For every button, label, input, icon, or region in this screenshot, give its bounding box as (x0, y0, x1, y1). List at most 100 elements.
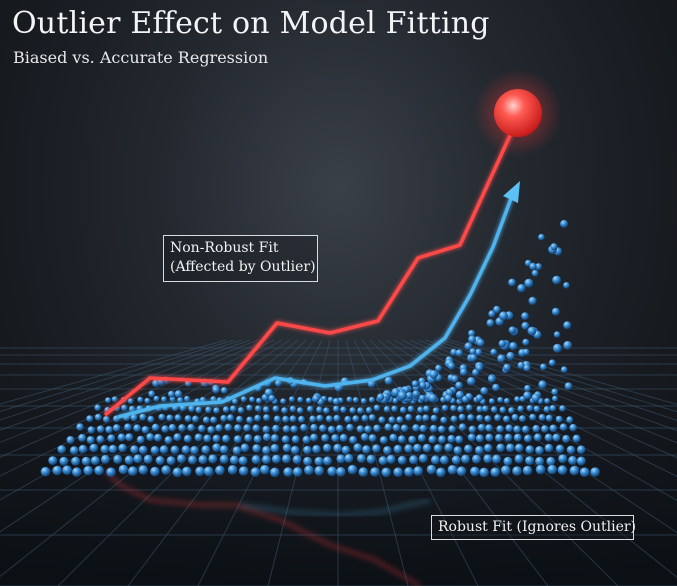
data-point (368, 414, 376, 422)
data-point (451, 375, 459, 383)
data-point (161, 465, 171, 475)
data-point (544, 443, 554, 453)
data-point (153, 395, 160, 402)
data-point (238, 466, 249, 476)
data-point (136, 435, 145, 444)
data-point (173, 433, 182, 442)
non-robust-callout-line1: Non-Robust Fit (170, 240, 279, 256)
data-point (336, 454, 346, 464)
data-point (260, 464, 270, 475)
data-point (105, 425, 113, 434)
data-point (419, 424, 428, 433)
data-point (212, 386, 220, 394)
data-point (336, 424, 344, 433)
data-point (408, 435, 417, 444)
data-point (333, 443, 342, 453)
data-point (386, 454, 396, 464)
perspective-grid (0, 339, 677, 586)
data-point (300, 423, 308, 432)
data-point (533, 405, 541, 413)
data-point (297, 396, 304, 403)
data-point (389, 433, 398, 442)
data-point (271, 454, 281, 464)
data-point (233, 435, 242, 444)
robust-fit-arrowhead-icon (503, 181, 520, 203)
grid-line (401, 339, 677, 477)
data-point (256, 397, 262, 404)
data-point (272, 424, 280, 433)
data-point (282, 425, 291, 433)
data-point (203, 434, 212, 443)
data-point (237, 407, 245, 414)
data-point (529, 262, 537, 271)
data-point (475, 394, 483, 402)
data-point (168, 423, 177, 432)
grid-line (433, 339, 677, 421)
data-point (172, 467, 183, 478)
data-point (498, 339, 506, 348)
data-point (543, 406, 551, 413)
data-point (76, 423, 84, 431)
data-point (118, 464, 129, 475)
data-point (461, 395, 469, 403)
data-point (340, 406, 347, 414)
data-point (238, 456, 248, 466)
data-point (422, 414, 430, 422)
data-point (240, 443, 250, 453)
data-point (187, 423, 195, 432)
data-point (229, 455, 239, 465)
data-point (480, 387, 489, 395)
data-point (40, 466, 51, 477)
data-point (468, 329, 476, 337)
grid-line (449, 339, 677, 405)
data-point (383, 406, 391, 413)
data-point (316, 414, 324, 422)
data-point (409, 455, 419, 465)
data-point (167, 390, 175, 398)
data-point (362, 445, 371, 454)
data-point (124, 423, 132, 432)
data-point (538, 414, 546, 421)
data-point (331, 434, 340, 443)
data-point (346, 396, 353, 403)
data-point (517, 284, 526, 293)
data-point (525, 456, 535, 466)
data-point (400, 424, 409, 433)
data-point (412, 390, 420, 398)
data-point (444, 394, 452, 402)
data-point (138, 465, 148, 475)
data-point (270, 443, 280, 453)
data-point (497, 354, 506, 363)
data-point (413, 466, 424, 476)
data-point (393, 467, 403, 478)
data-point (143, 454, 153, 464)
data-point (312, 444, 321, 454)
data-point (344, 415, 352, 423)
data-point (205, 406, 212, 414)
data-point (166, 414, 174, 422)
data-point (254, 414, 262, 422)
data-point (450, 404, 457, 412)
data-point (108, 444, 118, 454)
data-point (96, 425, 105, 434)
data-point (458, 423, 467, 432)
data-point (379, 436, 388, 445)
data-point (128, 405, 136, 413)
data-point (566, 416, 574, 424)
grid-line (409, 339, 677, 459)
non-robust-callout: Non-Robust Fit (Affected by Outlier) (163, 235, 318, 282)
data-point (499, 406, 507, 414)
data-point (59, 456, 69, 466)
data-point (472, 454, 481, 464)
data-point (555, 415, 563, 423)
data-point (381, 467, 392, 478)
data-point (332, 405, 340, 413)
data-point (566, 445, 576, 455)
data-point (475, 434, 484, 443)
data-point (69, 446, 79, 455)
data-point (535, 446, 544, 455)
data-point (133, 454, 143, 464)
data-point (215, 465, 225, 476)
data-point (344, 453, 354, 463)
data-point (513, 425, 521, 434)
